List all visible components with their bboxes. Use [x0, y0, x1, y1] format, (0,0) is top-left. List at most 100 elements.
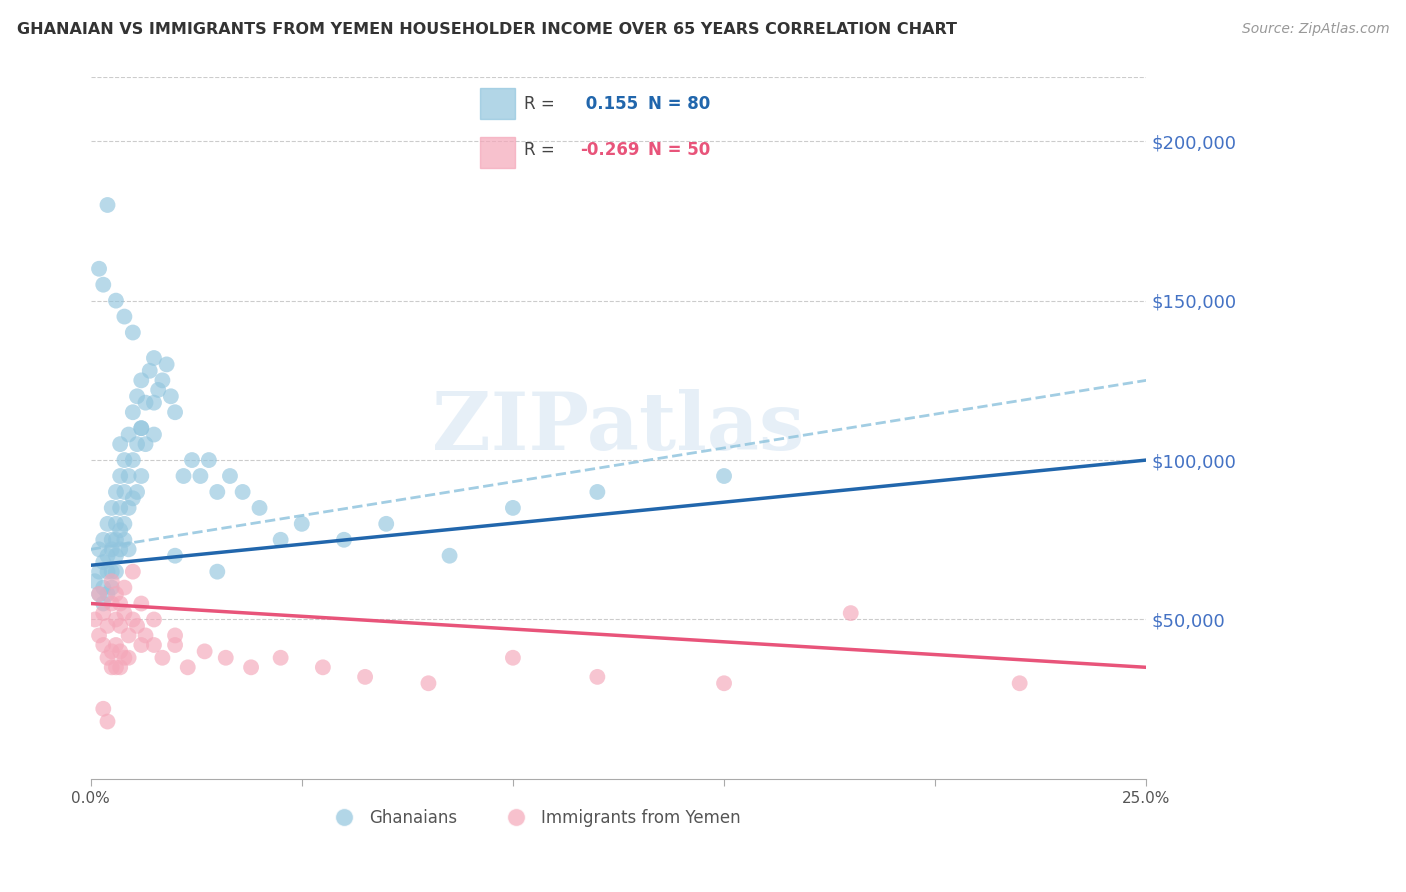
Point [104, 516, 127, 531]
Point [96, 619, 118, 633]
Text: R =: R = [524, 95, 555, 112]
Point [100, 574, 122, 589]
Point [129, 469, 152, 483]
Point [143, 351, 166, 365]
Point [240, 660, 263, 674]
Point [312, 660, 335, 674]
Point [502, 650, 524, 665]
Point [129, 421, 152, 435]
Point [270, 533, 292, 547]
Point [117, 628, 139, 642]
Point [108, 542, 131, 557]
FancyBboxPatch shape [479, 137, 516, 168]
Point [91, 277, 114, 292]
Point [134, 437, 156, 451]
Point [129, 597, 152, 611]
Point [108, 469, 131, 483]
Point [198, 453, 221, 467]
Point [112, 453, 135, 467]
Point [91, 702, 114, 716]
Text: N = 50: N = 50 [648, 141, 710, 159]
Point [156, 358, 179, 372]
Point [165, 638, 187, 652]
Point [165, 628, 187, 642]
Point [100, 597, 122, 611]
Point [112, 650, 135, 665]
Point [104, 549, 127, 563]
Text: Source: ZipAtlas.com: Source: ZipAtlas.com [1241, 22, 1389, 37]
Point [96, 587, 118, 601]
Point [143, 427, 166, 442]
Point [129, 421, 152, 435]
Point [108, 644, 131, 658]
Point [112, 581, 135, 595]
Text: R =: R = [524, 141, 555, 159]
Point [112, 310, 135, 324]
Legend: Ghanaians, Immigrants from Yemen: Ghanaians, Immigrants from Yemen [321, 803, 747, 834]
Point [121, 565, 143, 579]
Point [152, 373, 174, 387]
Point [177, 660, 200, 674]
Point [129, 373, 152, 387]
Point [104, 485, 127, 500]
Point [160, 389, 183, 403]
Point [91, 581, 114, 595]
Point [713, 676, 735, 690]
Point [207, 485, 229, 500]
Point [125, 485, 148, 500]
Point [112, 485, 135, 500]
Point [96, 516, 118, 531]
Point [87, 587, 110, 601]
Point [165, 405, 187, 419]
Point [134, 628, 156, 642]
Point [586, 670, 609, 684]
Point [83, 574, 105, 589]
Text: 0.155: 0.155 [581, 95, 638, 112]
Point [87, 542, 110, 557]
Point [96, 714, 118, 729]
Point [112, 533, 135, 547]
Point [87, 261, 110, 276]
Point [249, 500, 271, 515]
Point [108, 437, 131, 451]
FancyBboxPatch shape [479, 88, 516, 119]
Point [91, 555, 114, 569]
Point [96, 198, 118, 212]
Point [104, 533, 127, 547]
Point [121, 491, 143, 506]
Point [104, 638, 127, 652]
Point [100, 565, 122, 579]
Point [108, 660, 131, 674]
Point [100, 533, 122, 547]
Point [354, 670, 377, 684]
Point [121, 453, 143, 467]
Point [87, 628, 110, 642]
Point [83, 612, 105, 626]
Point [87, 565, 110, 579]
Point [173, 469, 195, 483]
Point [117, 650, 139, 665]
Point [104, 660, 127, 674]
Point [375, 516, 398, 531]
Point [121, 612, 143, 626]
Point [148, 383, 170, 397]
Point [143, 612, 166, 626]
Text: N = 80: N = 80 [648, 95, 710, 112]
Point [219, 469, 242, 483]
Point [418, 676, 440, 690]
Point [194, 644, 217, 658]
Point [586, 485, 609, 500]
Point [152, 650, 174, 665]
Point [143, 638, 166, 652]
Point [100, 660, 122, 674]
Text: GHANAIAN VS IMMIGRANTS FROM YEMEN HOUSEHOLDER INCOME OVER 65 YEARS CORRELATION C: GHANAIAN VS IMMIGRANTS FROM YEMEN HOUSEH… [17, 22, 957, 37]
Point [100, 542, 122, 557]
Point [104, 565, 127, 579]
Point [104, 587, 127, 601]
Point [839, 606, 862, 620]
Point [138, 364, 160, 378]
Point [108, 597, 131, 611]
Point [165, 549, 187, 563]
Point [502, 500, 524, 515]
Point [134, 395, 156, 409]
